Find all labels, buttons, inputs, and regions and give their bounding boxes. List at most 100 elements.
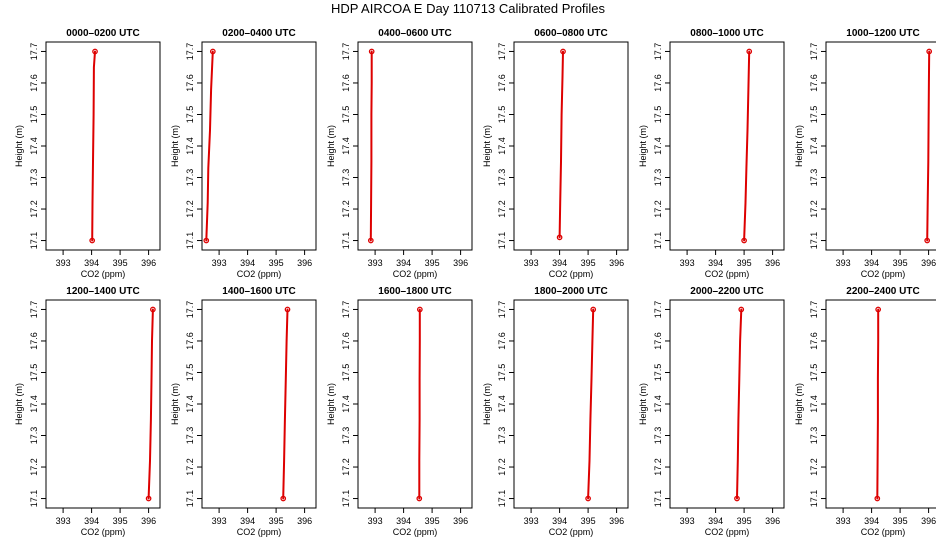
x-tick-label: 395 xyxy=(581,516,596,526)
profile-line xyxy=(369,50,373,242)
profile-point-bottom xyxy=(874,495,881,502)
profile-line xyxy=(926,50,931,242)
x-axis-label: CO2 (ppm) xyxy=(393,527,438,537)
y-tick-label: 17.3 xyxy=(653,427,663,445)
x-tick-label: 395 xyxy=(581,258,596,268)
x-tick-label: 394 xyxy=(240,516,255,526)
y-tick-label: 17.3 xyxy=(29,427,39,445)
profile-point-bottom xyxy=(416,495,423,502)
x-tick-label: 394 xyxy=(240,258,255,268)
y-tick-label: 17.3 xyxy=(341,427,351,445)
plot-frame xyxy=(45,41,161,251)
y-tick-label: 17.4 xyxy=(497,137,507,155)
profile-point-bottom xyxy=(556,234,563,241)
plot-frame xyxy=(357,41,473,251)
y-tick-label: 17.1 xyxy=(341,490,351,508)
profile-point-bottom xyxy=(924,237,931,244)
y-tick-label: 17.7 xyxy=(341,301,351,319)
y-tick-label: 17.2 xyxy=(185,458,195,476)
x-tick-label: 393 xyxy=(680,258,695,268)
profile-line xyxy=(418,308,421,500)
x-tick-label: 393 xyxy=(56,258,71,268)
panel-3: 0400–0600 UTC 393 394 395 396 17.1 17.2 17.3 17.… xyxy=(326,28,473,279)
panel-title: 0800–1000 UTC xyxy=(690,28,763,39)
panel-title: 1400–1600 UTC xyxy=(222,286,295,297)
y-tick-label: 17.1 xyxy=(185,232,195,250)
x-axis-label: CO2 (ppm) xyxy=(705,527,750,537)
plot-frame xyxy=(201,41,317,251)
x-tick-label: 396 xyxy=(921,516,936,526)
y-axis-label: Height (m) xyxy=(638,125,648,167)
profile-point-top xyxy=(209,48,216,55)
y-tick-label: 17.3 xyxy=(809,169,819,187)
x-tick-label: 393 xyxy=(680,516,695,526)
x-tick-label: 393 xyxy=(212,516,227,526)
x-tick-label: 394 xyxy=(84,258,99,268)
x-tick-label: 393 xyxy=(524,516,539,526)
y-tick-label: 17.2 xyxy=(809,458,819,476)
x-tick-label: 394 xyxy=(396,258,411,268)
x-axis-label: CO2 (ppm) xyxy=(237,269,282,279)
x-tick-label: 393 xyxy=(368,258,383,268)
y-tick-label: 17.5 xyxy=(185,364,195,382)
y-axis-label: Height (m) xyxy=(326,383,336,425)
x-tick-label: 394 xyxy=(396,516,411,526)
x-axis-label: CO2 (ppm) xyxy=(81,269,126,279)
y-tick-label: 17.1 xyxy=(809,232,819,250)
x-tick-label: 396 xyxy=(609,516,624,526)
y-tick-label: 17.5 xyxy=(497,106,507,124)
y-tick-label: 17.6 xyxy=(29,74,39,92)
y-tick-label: 17.3 xyxy=(185,169,195,187)
profile-line xyxy=(736,308,743,500)
y-tick-label: 17.2 xyxy=(809,200,819,218)
panel-10: 1800–2000 UTC 393 394 395 396 17.1 17.2 17.3 17.… xyxy=(482,286,629,537)
profile-line xyxy=(91,50,96,242)
x-tick-label: 393 xyxy=(836,258,851,268)
y-axis-label: Height (m) xyxy=(482,125,492,167)
plot-frame xyxy=(201,299,317,509)
y-tick-label: 17.2 xyxy=(497,200,507,218)
profile-point-top xyxy=(150,306,156,313)
y-tick-label: 17.6 xyxy=(497,332,507,350)
y-tick-label: 17.6 xyxy=(497,74,507,92)
x-tick-label: 394 xyxy=(864,516,879,526)
profile-line xyxy=(587,308,595,500)
plot-frame xyxy=(357,299,473,509)
y-tick-label: 17.7 xyxy=(809,301,819,319)
y-tick-label: 17.4 xyxy=(185,137,195,155)
x-tick-label: 395 xyxy=(737,258,752,268)
panel-8: 1400–1600 UTC 393 394 395 396 17.1 17.2 17.3 17.… xyxy=(170,286,317,537)
profile-line xyxy=(205,50,214,242)
profile-point-bottom xyxy=(734,495,740,502)
y-tick-label: 17.1 xyxy=(185,490,195,508)
y-tick-label: 17.6 xyxy=(809,332,819,350)
y-tick-label: 17.7 xyxy=(341,43,351,61)
x-tick-label: 396 xyxy=(765,516,780,526)
y-axis-label: Height (m) xyxy=(170,125,180,167)
profile-line xyxy=(558,50,564,239)
panel-title: 1000–1200 UTC xyxy=(846,28,919,39)
y-tick-label: 17.5 xyxy=(809,106,819,124)
y-tick-label: 17.6 xyxy=(341,74,351,92)
plot-frame xyxy=(513,41,629,251)
y-tick-label: 17.7 xyxy=(29,43,39,61)
y-tick-label: 17.6 xyxy=(653,332,663,350)
y-tick-label: 17.2 xyxy=(29,200,39,218)
y-tick-label: 17.7 xyxy=(29,301,39,319)
y-tick-label: 17.2 xyxy=(653,200,663,218)
x-tick-label: 394 xyxy=(84,516,99,526)
y-tick-label: 17.7 xyxy=(653,43,663,61)
profile-point-top xyxy=(92,48,98,55)
x-tick-label: 395 xyxy=(425,258,440,268)
plot-frame xyxy=(669,299,785,509)
x-tick-label: 395 xyxy=(737,516,752,526)
plot-frame xyxy=(45,299,161,509)
y-axis-label: Height (m) xyxy=(794,125,804,167)
x-tick-label: 394 xyxy=(552,516,567,526)
profile-point-bottom xyxy=(280,495,287,502)
x-tick-label: 394 xyxy=(552,258,567,268)
y-tick-label: 17.3 xyxy=(809,427,819,445)
y-tick-label: 17.2 xyxy=(341,200,351,218)
x-tick-label: 395 xyxy=(893,516,908,526)
